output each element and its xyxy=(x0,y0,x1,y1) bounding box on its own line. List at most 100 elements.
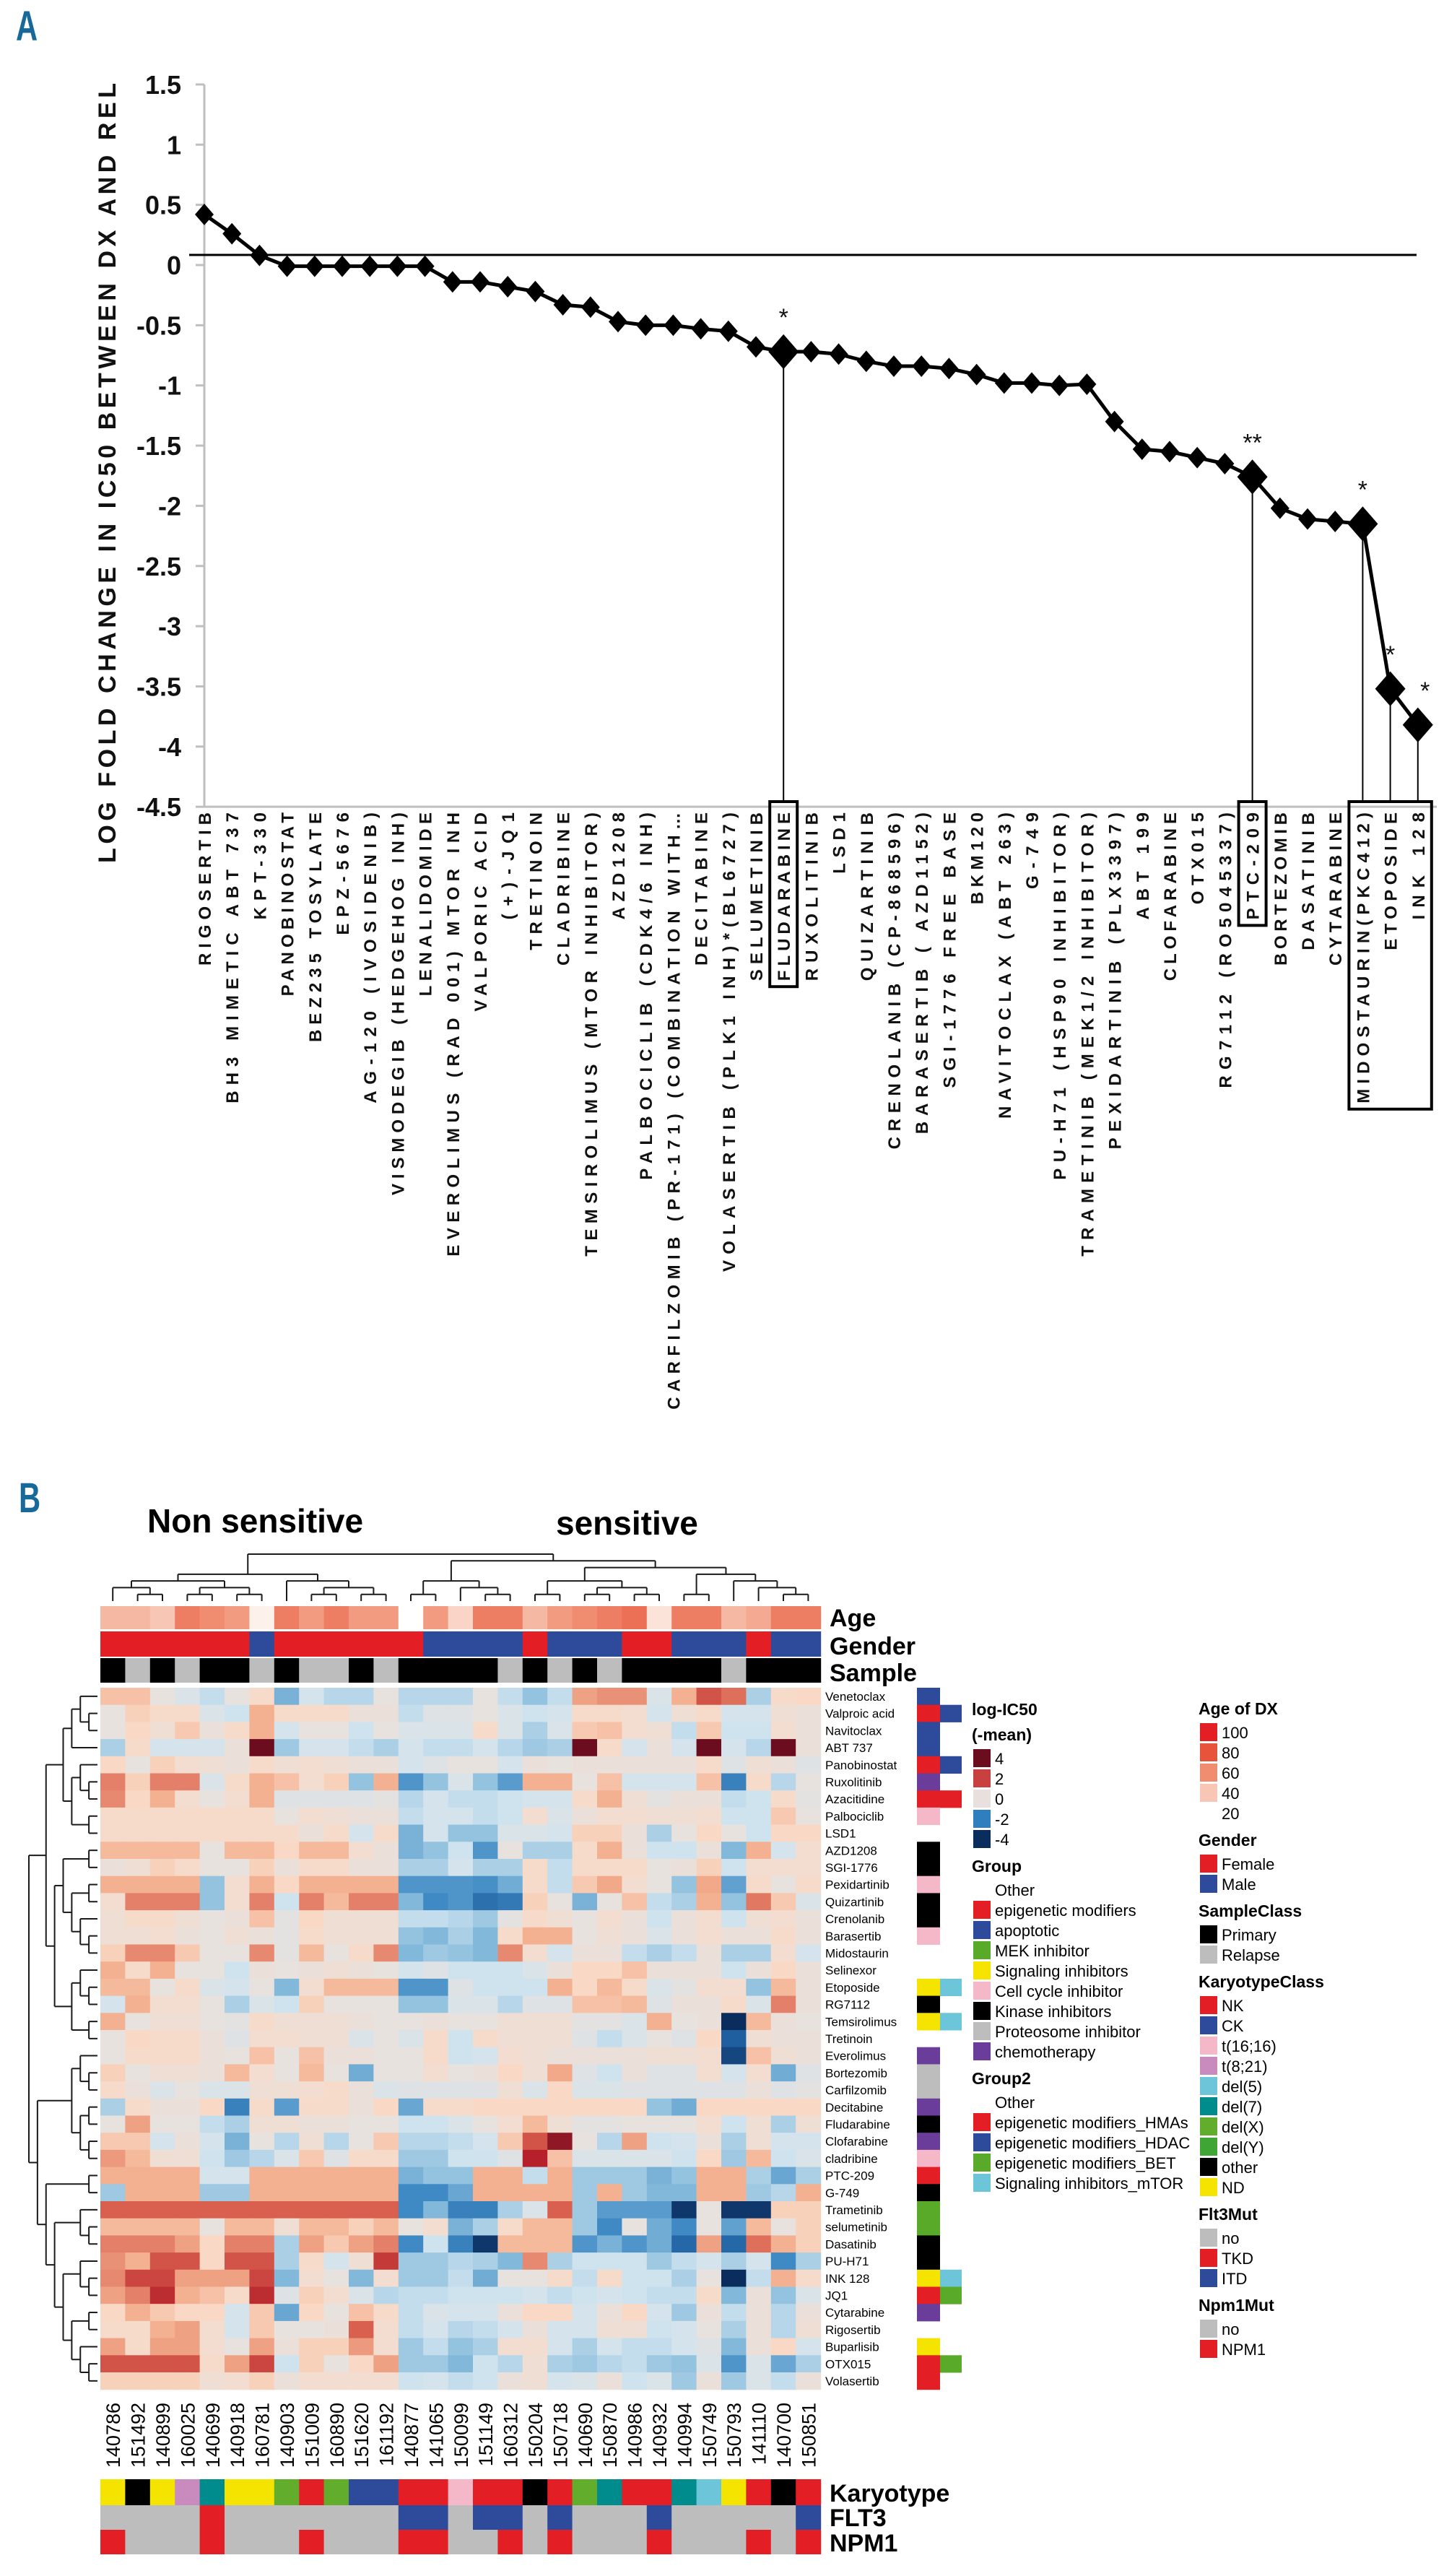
heatmap-cell xyxy=(746,2064,772,2082)
legend-item-label: epigenetic modifiers xyxy=(995,1901,1136,1920)
heatmap-cell xyxy=(274,1704,300,1722)
heatmap-cell xyxy=(149,1704,175,1722)
npm1-annotation-cell xyxy=(175,2530,201,2554)
heatmap-cell xyxy=(373,2304,399,2322)
heatmap-cell xyxy=(473,1961,498,1979)
heatmap-cell xyxy=(149,1722,175,1740)
x-tick-label: TRETINOIN xyxy=(526,812,546,950)
heatmap-cell xyxy=(646,2338,672,2356)
x-tick-label: CLADRIBINE xyxy=(554,812,574,966)
heatmap-cell xyxy=(299,2338,325,2356)
heatmap-cell xyxy=(373,1704,399,1722)
legend-item-label: 40 xyxy=(1222,1784,1239,1803)
heatmap-cell xyxy=(597,2184,622,2202)
heatmap-cell xyxy=(646,2184,672,2202)
heatmap-cell xyxy=(671,2338,697,2356)
group-annotation-cell xyxy=(917,2098,940,2116)
heatmap-cell xyxy=(349,1704,374,1722)
heatmap-cell xyxy=(473,1995,498,2013)
heatmap-cell xyxy=(622,1704,648,1722)
heatmap-cell xyxy=(323,2098,349,2117)
heatmap-cell xyxy=(746,1842,772,1860)
heatmap-cell xyxy=(646,2304,672,2322)
y-tick-label: -2.5 xyxy=(136,552,181,581)
heatmap-cell xyxy=(796,1739,822,1757)
heatmap-cell xyxy=(746,1704,772,1722)
heatmap-cell xyxy=(423,1790,449,1808)
highlighted-data-point xyxy=(1402,707,1433,742)
heatmap-cell xyxy=(199,2081,225,2099)
row-label: Panobinostat xyxy=(825,1758,897,1772)
heatmap-cell xyxy=(175,2286,201,2304)
heatmap-cell xyxy=(597,2013,622,2031)
heatmap-cell xyxy=(349,1722,374,1740)
heatmap-cell xyxy=(274,2218,300,2236)
heatmap-cell xyxy=(175,2235,201,2253)
heatmap-cell xyxy=(622,2338,648,2356)
flt3-annotation-cell xyxy=(572,2505,598,2530)
heatmap-cell xyxy=(100,2184,126,2202)
heatmap-cell xyxy=(746,1910,772,1928)
heatmap-cell xyxy=(473,1773,498,1791)
npm1-annotation-cell xyxy=(423,2530,449,2554)
heatmap-cell xyxy=(770,2252,796,2271)
heatmap-cell xyxy=(100,2235,126,2253)
heatmap-cell xyxy=(622,2252,648,2271)
heatmap-cell xyxy=(497,2235,523,2253)
heatmap-cell xyxy=(125,2115,151,2133)
heatmap-cell xyxy=(572,2372,598,2390)
heatmap-cell xyxy=(522,1824,548,1842)
heatmap-cell xyxy=(249,2098,275,2117)
row-label: Rigosertib xyxy=(825,2323,881,2337)
heatmap-cell xyxy=(398,1893,424,1911)
heatmap-cell xyxy=(497,2252,523,2271)
heatmap-cell xyxy=(299,2201,325,2219)
heatmap-cell xyxy=(796,1756,822,1774)
heatmap-cell xyxy=(473,2235,498,2253)
heatmap-cell xyxy=(249,1773,275,1791)
cluster-label-sensitive: sensitive xyxy=(556,1504,698,1542)
gender-annotation-cell xyxy=(622,1631,648,1657)
heatmap-cell xyxy=(796,2269,822,2288)
highlight-label-box xyxy=(768,800,799,989)
significance-asterisk: * xyxy=(1358,476,1367,503)
heatmap-cell xyxy=(349,2201,374,2219)
legend-swatch xyxy=(973,2042,991,2060)
heatmap-cell xyxy=(746,2269,772,2288)
heatmap-cell xyxy=(149,2355,175,2373)
heatmap-cell xyxy=(473,1824,498,1842)
heatmap-cell xyxy=(522,2013,548,2031)
heatmap-cell xyxy=(497,2167,523,2185)
heatmap-cell xyxy=(572,2133,598,2151)
data-point xyxy=(636,314,656,337)
heatmap-cell xyxy=(225,2372,250,2390)
heatmap-cell xyxy=(622,1756,648,1774)
heatmap-cell xyxy=(199,2201,225,2219)
heatmap-cell xyxy=(497,1790,523,1808)
heatmap-cell xyxy=(373,1944,399,1962)
heatmap-cell xyxy=(299,2320,325,2339)
heatmap-cell xyxy=(522,1910,548,1928)
row-label: PTC-209 xyxy=(825,2169,874,2183)
legend-swatch xyxy=(973,1941,991,1959)
flt3-annotation-cell xyxy=(349,2505,374,2530)
heatmap-cell xyxy=(522,2338,548,2356)
heatmap-cell xyxy=(746,1893,772,1911)
karyotype-annotation-cell xyxy=(249,2479,275,2505)
heatmap-cell xyxy=(547,1859,573,1877)
heatmap-cell xyxy=(175,2013,201,2031)
heatmap-cell xyxy=(721,2081,747,2099)
karyotype-annotation-cell xyxy=(547,2479,573,2505)
x-tick-label: VOLASERTIB (PLK1 INH)*(BL6727) xyxy=(720,812,739,1272)
heatmap-cell xyxy=(448,2081,474,2099)
heatmap-cell xyxy=(274,2081,300,2099)
age-annotation-cell xyxy=(199,1606,225,1629)
heatmap-cell xyxy=(746,1961,772,1979)
heatmap-cell xyxy=(373,1910,399,1928)
heatmap-cell xyxy=(175,1773,201,1791)
heatmap-cell xyxy=(671,2184,697,2202)
heatmap-cell xyxy=(373,2115,399,2133)
heatmap-cell xyxy=(100,1756,126,1774)
heatmap-cell xyxy=(497,2372,523,2390)
y-tick-label: -2 xyxy=(158,491,181,521)
